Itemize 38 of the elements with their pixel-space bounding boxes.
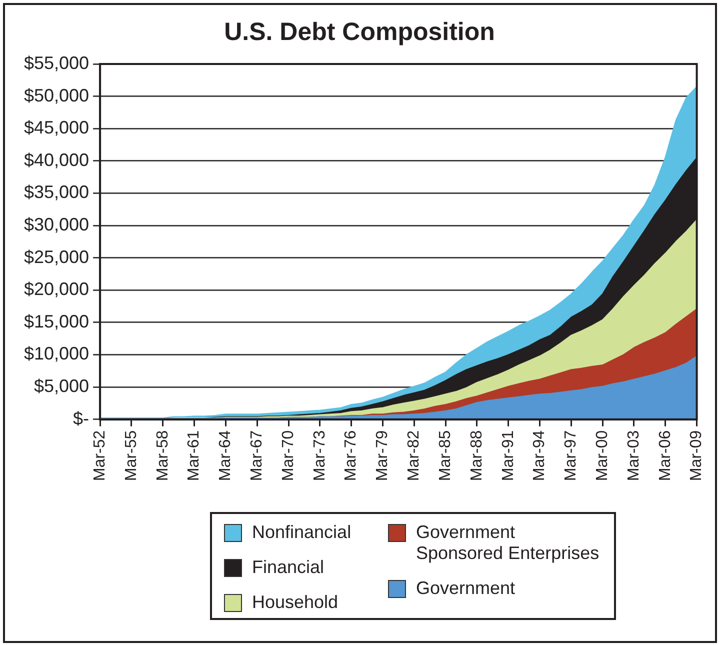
x-tick-label: Mar-09: [688, 430, 706, 482]
x-tick-label: Mar-64: [217, 430, 234, 482]
y-tick-label: $15,000: [24, 311, 90, 332]
x-tick-label: Mar-58: [154, 430, 172, 482]
y-tick-label: $5,000: [34, 376, 90, 396]
y-tick-label: $55,000: [24, 52, 90, 73]
x-tick-label: Mar-52: [91, 430, 108, 482]
x-tick-label: Mar-00: [594, 430, 611, 482]
y-tick-label: $35,000: [24, 182, 90, 202]
y-tick-label: $50,000: [24, 85, 90, 106]
x-tick-label: Mar-70: [280, 430, 297, 482]
y-tick-label: $45,000: [24, 118, 90, 138]
x-tick-label: Mar-61: [186, 430, 203, 482]
y-tick-label: $-: [73, 408, 90, 428]
legend-label: Nonfinancial: [252, 522, 352, 543]
x-tick-label: Mar-55: [122, 430, 140, 482]
y-tick-label: $10,000: [24, 344, 90, 364]
x-tick-label: Mar-88: [468, 430, 486, 482]
y-tick-label: $30,000: [24, 214, 90, 234]
x-tick-label: Mar-67: [248, 430, 266, 482]
legend-label: Financial: [252, 557, 324, 578]
x-tick-label: Mar-03: [625, 430, 642, 482]
legend-label: Government Sponsored Enterprises: [416, 522, 600, 564]
x-tick-label: Mar-97: [562, 430, 580, 482]
x-tick-label: Mar-79: [374, 430, 392, 482]
legend-label: Household: [252, 592, 338, 613]
y-tick-label: $20,000: [24, 279, 90, 300]
x-tick-label: Mar-73: [311, 430, 328, 482]
x-tick-label: Mar-82: [406, 430, 423, 482]
x-tick-label: Mar-85: [436, 430, 454, 482]
x-tick-label: Mar-06: [656, 430, 674, 482]
chart-title: U.S. Debt Composition: [224, 18, 495, 46]
x-tick-label: Mar-76: [342, 430, 360, 482]
x-tick-label: Mar-91: [500, 430, 517, 482]
legend-label: Government: [416, 578, 516, 599]
y-tick-label: $25,000: [24, 246, 90, 267]
x-tick-label: Mar-94: [531, 430, 548, 482]
y-tick-label: $40,000: [24, 150, 90, 170]
